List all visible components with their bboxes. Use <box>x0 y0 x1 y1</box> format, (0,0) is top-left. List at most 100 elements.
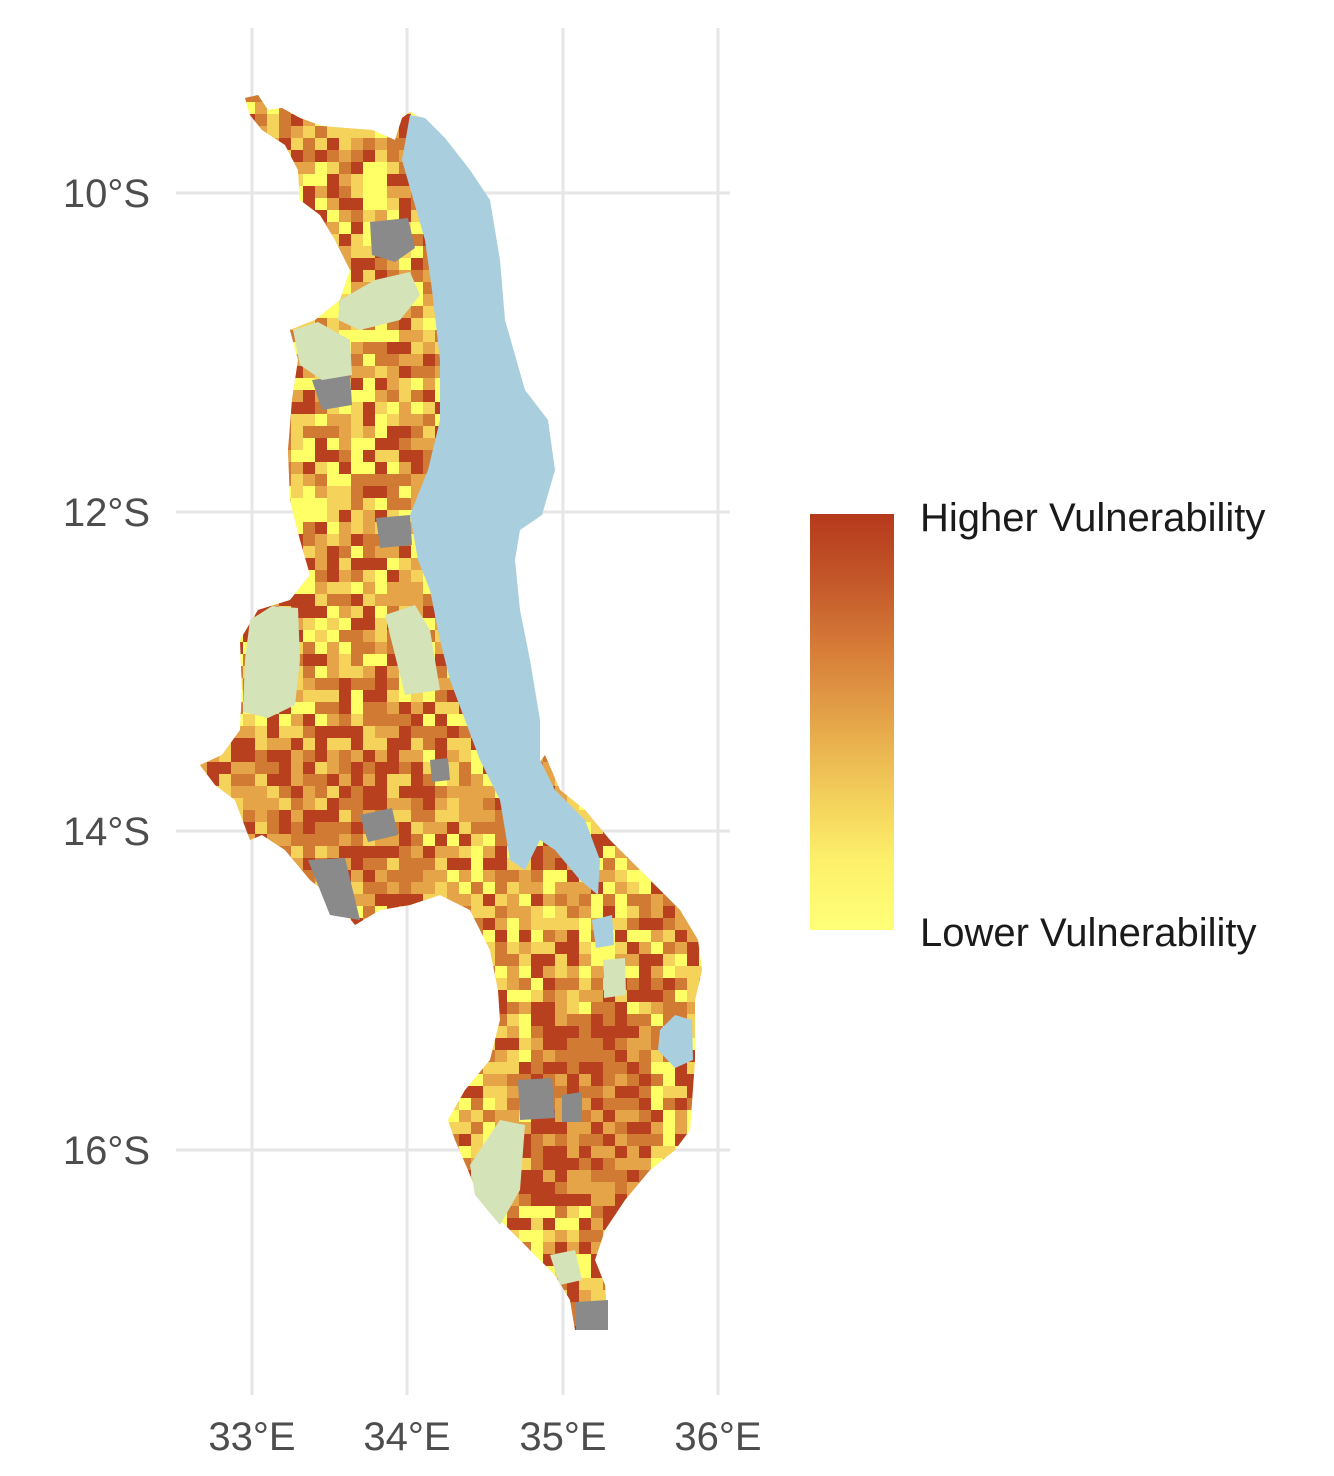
raster-cell <box>699 798 702 811</box>
raster-cell <box>327 1182 340 1195</box>
raster-cell <box>651 810 664 823</box>
raster-cell <box>675 798 688 811</box>
raster-cell <box>231 1014 244 1027</box>
raster-cell <box>495 930 508 943</box>
raster-cell <box>375 1326 388 1330</box>
raster-cell <box>243 1254 256 1267</box>
raster-cell <box>327 930 340 943</box>
raster-cell <box>219 234 232 247</box>
raster-cell <box>279 1146 292 1159</box>
raster-cell <box>279 1086 292 1099</box>
raster-cell <box>663 1098 676 1111</box>
raster-cell <box>219 606 232 619</box>
raster-cell <box>663 426 676 439</box>
raster-cell <box>207 1254 220 1267</box>
raster-cell <box>303 486 316 499</box>
raster-cell <box>267 1302 280 1315</box>
raster-cell <box>200 426 208 439</box>
raster-cell <box>579 654 592 667</box>
raster-cell <box>363 1002 376 1015</box>
raster-cell <box>651 1050 664 1063</box>
raster-cell <box>231 1026 244 1039</box>
raster-cell <box>603 1158 616 1171</box>
raster-cell <box>363 1302 376 1315</box>
raster-cell <box>675 498 688 511</box>
raster-cell <box>603 630 616 643</box>
raster-cell <box>507 1326 520 1330</box>
raster-cell <box>459 1290 472 1303</box>
raster-cell <box>615 222 628 235</box>
raster-cell <box>339 1338 352 1351</box>
raster-cell <box>315 186 328 199</box>
raster-cell <box>351 438 364 451</box>
raster-cell <box>627 1026 640 1039</box>
raster-cell <box>351 210 364 223</box>
raster-cell <box>411 954 424 967</box>
raster-cell <box>351 618 364 631</box>
raster-cell <box>495 162 508 175</box>
raster-cell <box>639 378 652 391</box>
raster-cell <box>399 1134 412 1147</box>
raster-cell <box>639 1218 652 1231</box>
raster-cell <box>423 390 436 403</box>
raster-cell <box>591 138 604 151</box>
raster-cell <box>483 966 496 979</box>
raster-cell <box>387 870 400 883</box>
raster-cell <box>663 366 676 379</box>
raster-cell <box>423 702 436 715</box>
raster-cell <box>603 738 616 751</box>
raster-cell <box>531 162 544 175</box>
raster-cell <box>219 1170 232 1183</box>
raster-cell <box>219 678 232 691</box>
raster-cell <box>279 414 292 427</box>
raster-cell <box>603 330 616 343</box>
raster-cell <box>435 1242 448 1255</box>
raster-cell <box>579 1278 592 1291</box>
raster-cell <box>315 414 328 427</box>
raster-cell <box>627 918 640 931</box>
raster-cell <box>267 1026 280 1039</box>
raster-cell <box>459 95 472 103</box>
raster-cell <box>627 294 640 307</box>
raster-cell <box>243 1242 256 1255</box>
raster-cell <box>663 1242 676 1255</box>
raster-cell <box>591 1194 604 1207</box>
raster-cell <box>351 858 364 871</box>
raster-cell <box>423 1278 436 1291</box>
raster-cell <box>200 1230 208 1243</box>
raster-cell <box>399 462 412 475</box>
raster-cell <box>303 1314 316 1327</box>
raster-cell <box>255 1134 268 1147</box>
raster-cell <box>351 246 364 259</box>
raster-cell <box>603 198 616 211</box>
raster-cell <box>339 750 352 763</box>
raster-cell <box>267 978 280 991</box>
no-data-patch <box>312 375 352 410</box>
raster-cell <box>615 642 628 655</box>
raster-cell <box>627 174 640 187</box>
raster-cell <box>531 942 544 955</box>
raster-cell <box>267 270 280 283</box>
raster-cell <box>603 126 616 139</box>
raster-cell <box>567 390 580 403</box>
raster-cell <box>279 95 292 103</box>
raster-cell <box>495 966 508 979</box>
raster-cell <box>219 918 232 931</box>
raster-cell <box>207 1038 220 1051</box>
raster-cell <box>615 570 628 583</box>
raster-cell <box>651 1218 664 1231</box>
raster-cell <box>687 642 700 655</box>
raster-cell <box>651 258 664 271</box>
raster-cell <box>495 1026 508 1039</box>
raster-cell <box>663 210 676 223</box>
raster-cell <box>699 1242 702 1255</box>
raster-cell <box>639 318 652 331</box>
raster-cell <box>639 1014 652 1027</box>
raster-cell <box>387 1206 400 1219</box>
raster-cell <box>699 606 702 619</box>
raster-cell <box>303 906 316 919</box>
raster-cell <box>531 330 544 343</box>
raster-cell <box>351 390 364 403</box>
raster-cell <box>267 894 280 907</box>
raster-cell <box>555 930 568 943</box>
